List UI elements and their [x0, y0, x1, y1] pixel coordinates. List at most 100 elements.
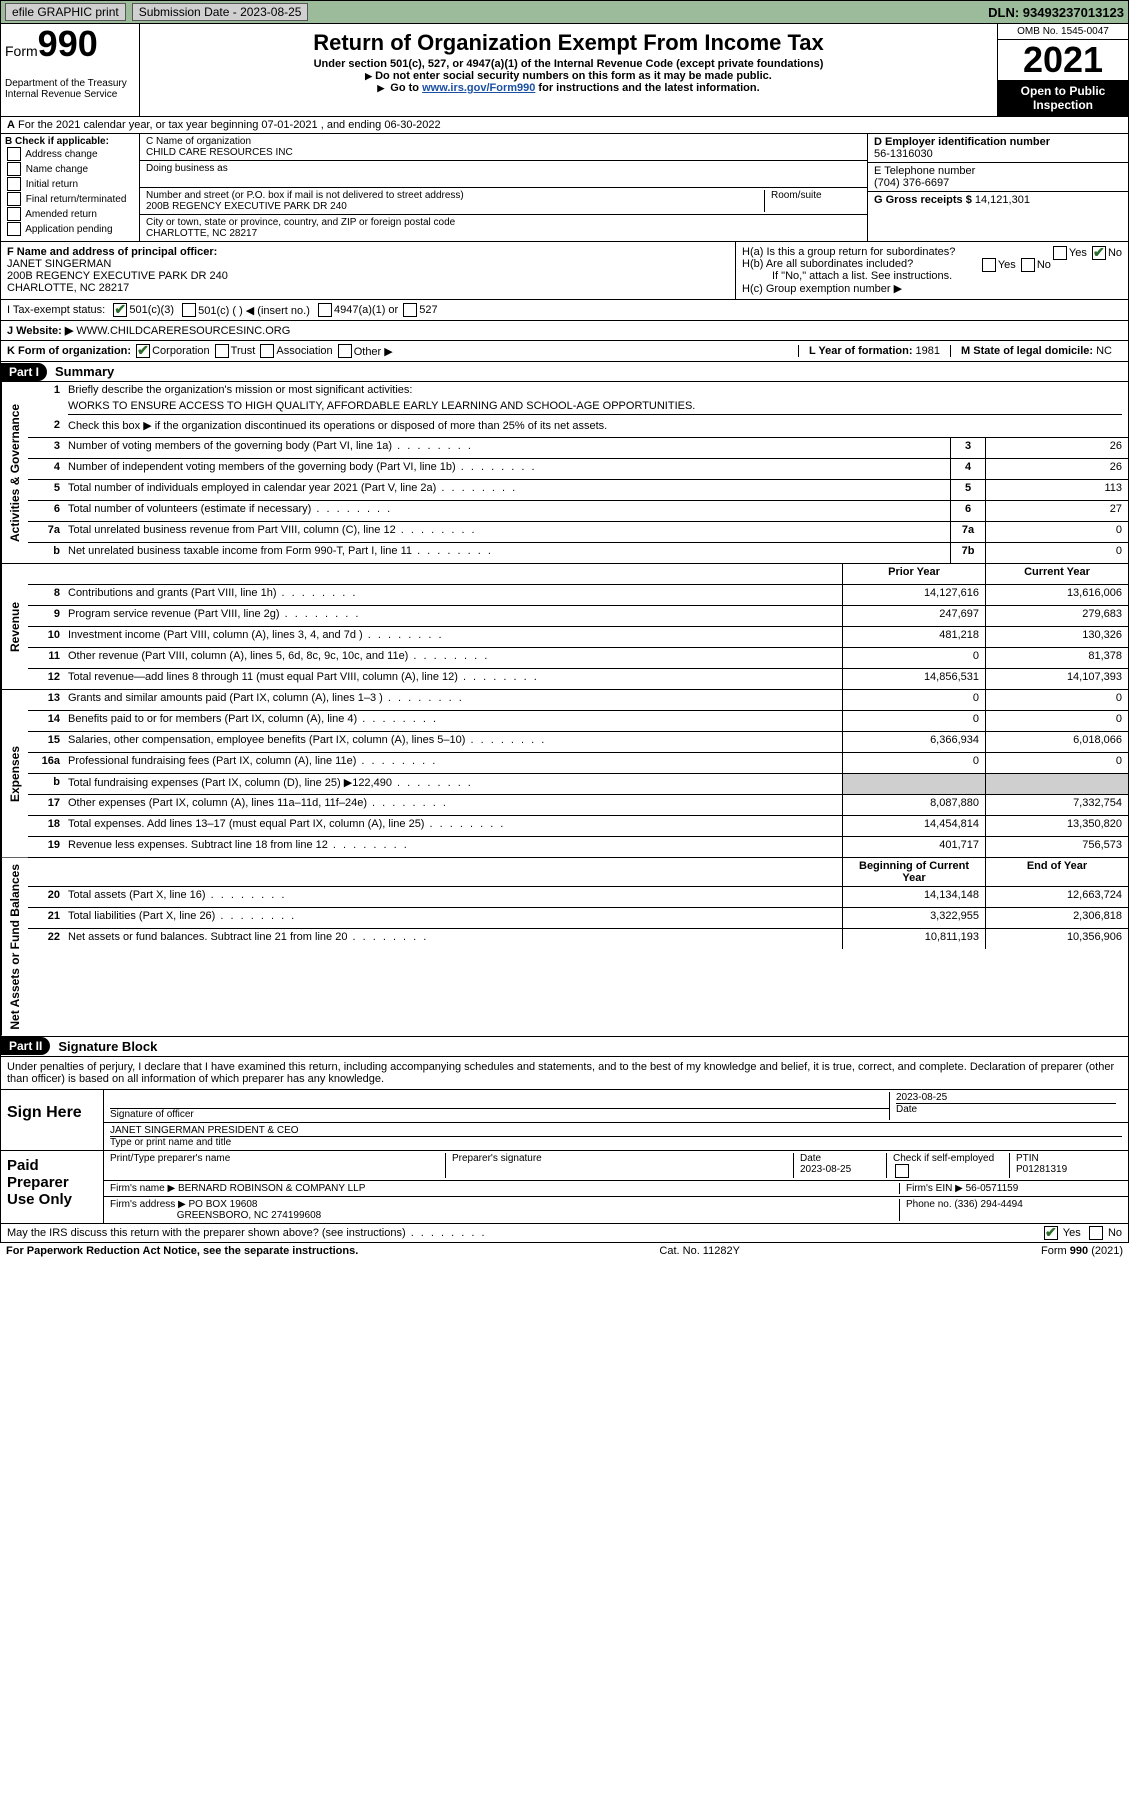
- cb-app-pending[interactable]: [7, 222, 21, 236]
- cb-501c3[interactable]: [113, 303, 127, 317]
- box-c: C Name of organization CHILD CARE RESOUR…: [140, 134, 867, 241]
- table-row: 15Salaries, other compensation, employee…: [28, 732, 1128, 753]
- table-row: 22Net assets or fund balances. Subtract …: [28, 929, 1128, 949]
- table-row: 10Investment income (Part VIII, column (…: [28, 627, 1128, 648]
- cb-ha-yes[interactable]: [1053, 246, 1067, 260]
- cb-amended[interactable]: [7, 207, 21, 221]
- dba-label: Doing business as: [146, 163, 861, 174]
- room-label: Room/suite: [771, 190, 861, 201]
- cb-self-emp[interactable]: [895, 1164, 909, 1178]
- table-row: bNet unrelated business taxable income f…: [28, 543, 1128, 563]
- form-word: Form: [5, 43, 38, 59]
- col-curr: Current Year: [985, 564, 1128, 584]
- table-row: 21Total liabilities (Part X, line 26)3,3…: [28, 908, 1128, 929]
- irs-link[interactable]: www.irs.gov/Form990: [422, 82, 535, 94]
- may-irs-text: May the IRS discuss this return with the…: [7, 1227, 487, 1239]
- part-i-header: Part I Summary: [0, 362, 1129, 382]
- cb-hb-no[interactable]: [1021, 258, 1035, 272]
- box-c-label: C Name of organization: [146, 136, 861, 147]
- firm-addr1: PO BOX 19608: [189, 1199, 258, 1210]
- opt-other: Other ▶: [354, 345, 393, 358]
- opt-501c3: 501(c)(3): [129, 304, 174, 316]
- part-ii-header: Part II Signature Block: [0, 1037, 1129, 1057]
- sig-date-value: 2023-08-25: [896, 1092, 1116, 1103]
- cb-irs-no[interactable]: [1089, 1226, 1103, 1240]
- cb-corp[interactable]: [136, 344, 150, 358]
- footer-left: For Paperwork Reduction Act Notice, see …: [6, 1245, 358, 1257]
- q1-label: Briefly describe the organization's miss…: [64, 382, 1128, 398]
- table-row: 13Grants and similar amounts paid (Part …: [28, 690, 1128, 711]
- cb-other[interactable]: [338, 344, 352, 358]
- ein-value: 56-1316030: [874, 148, 933, 160]
- website-value: WWW.CHILDCARERESOURCESINC.ORG: [76, 325, 290, 337]
- firm-ein-value: 56-0571159: [966, 1183, 1019, 1194]
- row-k-label: K Form of organization:: [7, 345, 131, 357]
- cb-trust[interactable]: [215, 344, 229, 358]
- cb-4947[interactable]: [318, 303, 332, 317]
- efile-print-button[interactable]: efile GRAPHIC print: [5, 3, 126, 21]
- part-ii-badge: Part II: [1, 1037, 50, 1055]
- cb-501c[interactable]: [182, 303, 196, 317]
- table-row: 18Total expenses. Add lines 13–17 (must …: [28, 816, 1128, 837]
- gross-receipts: 14,121,301: [975, 194, 1030, 206]
- table-row: 14Benefits paid to or for members (Part …: [28, 711, 1128, 732]
- page-footer: For Paperwork Reduction Act Notice, see …: [0, 1243, 1129, 1259]
- header-mid: Return of Organization Exempt From Incom…: [140, 24, 997, 116]
- irs-no: No: [1108, 1227, 1122, 1239]
- hb-note: If "No," attach a list. See instructions…: [742, 270, 1122, 282]
- part-i-title: Summary: [47, 362, 122, 381]
- cb-initial-return[interactable]: [7, 177, 21, 191]
- table-row: 5Total number of individuals employed in…: [28, 480, 1128, 501]
- box-g-label: G Gross receipts $: [874, 194, 972, 206]
- box-d-label: D Employer identification number: [874, 136, 1050, 148]
- cb-address-change[interactable]: [7, 147, 21, 161]
- part-i-badge: Part I: [1, 363, 47, 381]
- footer-right: Form 990 (2021): [1041, 1245, 1123, 1257]
- table-row: 3Number of voting members of the governi…: [28, 438, 1128, 459]
- officer-addr1: 200B REGENCY EXECUTIVE PARK DR 240: [7, 270, 228, 282]
- cb-final-return[interactable]: [7, 192, 21, 206]
- officer-name-title: JANET SINGERMAN PRESIDENT & CEO: [110, 1125, 1122, 1137]
- box-h: H(a) Is this a group return for subordin…: [735, 242, 1128, 299]
- hb-label: H(b) Are all subordinates included?: [742, 258, 913, 270]
- cb-527[interactable]: [403, 303, 417, 317]
- m-label: M State of legal domicile:: [961, 345, 1096, 357]
- table-row: 11Other revenue (Part VIII, column (A), …: [28, 648, 1128, 669]
- cb-name-change[interactable]: [7, 162, 21, 176]
- table-row: 12Total revenue—add lines 8 through 11 (…: [28, 669, 1128, 689]
- cb-ha-no[interactable]: [1092, 246, 1106, 260]
- prep-date-value: 2023-08-25: [800, 1164, 851, 1175]
- city-value: CHARLOTTE, NC 28217: [146, 228, 861, 239]
- cb-assoc[interactable]: [260, 344, 274, 358]
- block-net-assets: Net Assets or Fund Balances Beginning of…: [0, 858, 1129, 1037]
- tax-year: 2021: [998, 40, 1128, 80]
- sig-officer-label: Signature of officer: [110, 1108, 889, 1120]
- table-row: 7aTotal unrelated business revenue from …: [28, 522, 1128, 543]
- submission-date-button[interactable]: Submission Date - 2023-08-25: [132, 3, 309, 21]
- officer-name: JANET SINGERMAN: [7, 258, 111, 270]
- firm-phone-value: (336) 294-4494: [954, 1199, 1022, 1210]
- line3-post: for instructions and the latest informat…: [535, 82, 759, 94]
- table-row: bTotal fundraising expenses (Part IX, co…: [28, 774, 1128, 795]
- hb-no: No: [1037, 259, 1051, 271]
- sign-here-label: Sign Here: [1, 1090, 104, 1150]
- phone-value: (704) 376-6697: [874, 177, 949, 189]
- mission-text: WORKS TO ENSURE ACCESS TO HIGH QUALITY, …: [68, 400, 1122, 415]
- line-a-text: For the 2021 calendar year, or tax year …: [18, 119, 441, 131]
- firm-ein-label: Firm's EIN ▶: [906, 1183, 963, 1194]
- prep-name-label: Print/Type preparer's name: [110, 1153, 445, 1178]
- org-name: CHILD CARE RESOURCES INC: [146, 147, 861, 158]
- side-net: Net Assets or Fund Balances: [1, 858, 28, 1036]
- may-irs-row: May the IRS discuss this return with the…: [0, 1224, 1129, 1243]
- declaration-text: Under penalties of perjury, I declare th…: [0, 1057, 1129, 1090]
- box-de: D Employer identification number 56-1316…: [867, 134, 1128, 241]
- col-end: End of Year: [985, 858, 1128, 886]
- cb-hb-yes[interactable]: [982, 258, 996, 272]
- hb-yes: Yes: [998, 259, 1016, 271]
- officer-addr2: CHARLOTTE, NC 28217: [7, 282, 129, 294]
- hc-label: H(c) Group exemption number ▶: [742, 282, 1122, 295]
- ha-no: No: [1108, 247, 1122, 259]
- form-header: Form990 Department of the Treasury Inter…: [0, 24, 1129, 117]
- dln-text: DLN: 93493237013123: [988, 5, 1124, 20]
- cb-irs-yes[interactable]: [1044, 1226, 1058, 1240]
